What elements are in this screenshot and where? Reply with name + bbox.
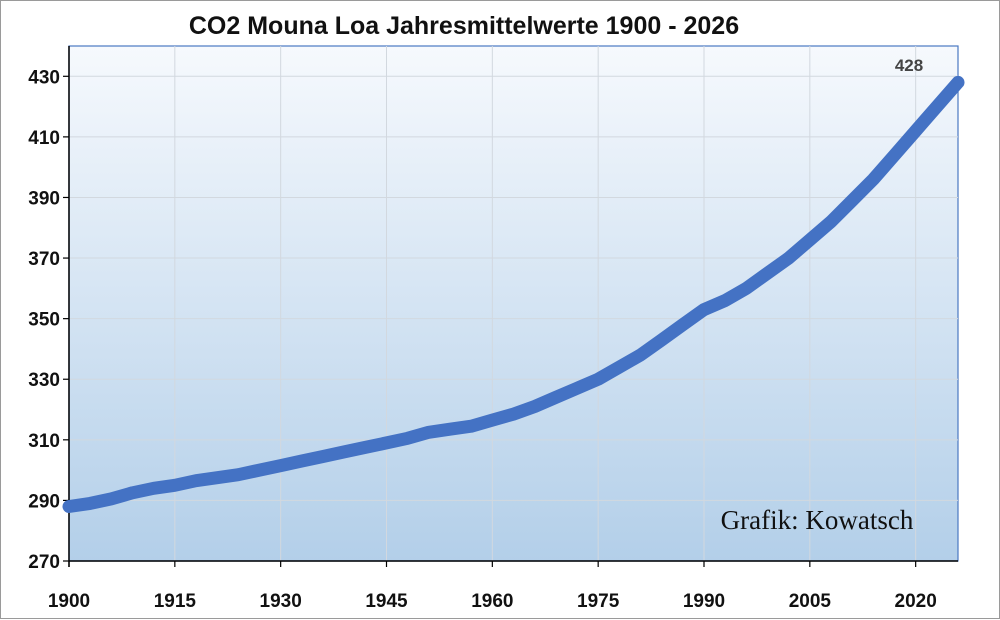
end-value-label: 428 <box>895 56 923 75</box>
chart-title: CO2 Mouna Loa Jahresmittelwerte 1900 - 2… <box>189 12 739 40</box>
x-tick-label: 2020 <box>895 591 937 612</box>
y-tick-label: 270 <box>28 552 60 573</box>
credit-annotation: Grafik: Kowatsch <box>721 505 914 535</box>
axes <box>63 46 958 567</box>
tick-labels: 270 290 310 330 350 370 390 410 430 1900 1915 1930 1… <box>28 67 937 612</box>
x-tick-label: 1990 <box>683 591 725 612</box>
x-tick-label: 2005 <box>789 591 832 612</box>
series-layer <box>62 75 965 513</box>
y-tick-label: 390 <box>28 188 60 209</box>
x-tick-label: 1915 <box>154 591 197 612</box>
x-tick-label: 1975 <box>577 591 620 612</box>
y-tick-label: 430 <box>28 67 60 88</box>
series-line-co2 <box>62 75 965 513</box>
y-tick-label: 370 <box>28 249 60 270</box>
grid-lines <box>69 46 958 561</box>
x-tick-label: 1930 <box>260 591 302 612</box>
x-tick-label: 1945 <box>365 591 408 612</box>
y-tick-label: 290 <box>28 491 60 512</box>
y-tick-label: 350 <box>28 310 60 331</box>
x-tick-label: 1900 <box>48 591 90 612</box>
y-tick-label: 330 <box>28 370 60 391</box>
x-tick-label: 1960 <box>471 591 513 612</box>
y-tick-label: 310 <box>28 431 60 452</box>
y-tick-label: 410 <box>28 128 60 149</box>
